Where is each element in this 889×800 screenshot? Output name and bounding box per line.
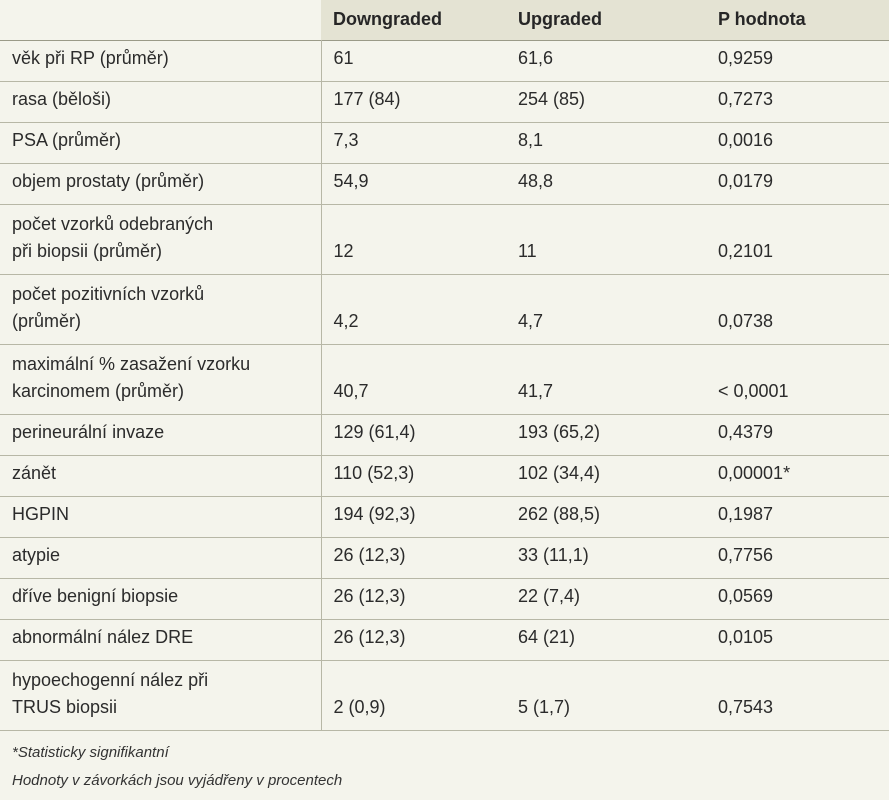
row-label: zánět [0, 454, 322, 496]
cell-upgraded: 64 (21) [506, 618, 706, 660]
row-label: maximální % zasažení vzorku karcinomem (p… [0, 343, 322, 414]
cell-upgraded: 41,7 [506, 343, 706, 414]
cell-p-value: 0,00001* [706, 454, 889, 496]
row-label: hypoechogenní nález při TRUS biopsii [0, 659, 322, 730]
row-label: věk při RP (průměr) [0, 39, 322, 81]
table-row: hypoechogenní nález při TRUS biopsii 2 (0… [0, 659, 889, 730]
cell-upgraded: 61,6 [506, 39, 706, 81]
row-label: HGPIN [0, 495, 322, 537]
cell-p-value: 0,7756 [706, 536, 889, 578]
row-label: abnormální nález DRE [0, 618, 322, 660]
row-label: rasa (běloši) [0, 80, 322, 122]
cell-upgraded: 8,1 [506, 121, 706, 163]
cell-p-value: 0,0016 [706, 121, 889, 163]
table-row: abnormální nález DRE 26 (12,3) 64 (21) 0… [0, 618, 889, 660]
footnote-significance: *Statisticky signifikantní [12, 744, 169, 761]
table-row: HGPIN 194 (92,3) 262 (88,5) 0,1987 [0, 495, 889, 537]
cell-upgraded: 254 (85) [506, 80, 706, 122]
header-blank-cell [0, 0, 321, 40]
row-label: atypie [0, 536, 322, 578]
table-row: věk při RP (průměr) 61 61,6 0,9259 [0, 39, 889, 81]
cell-p-value: 0,2101 [706, 203, 889, 274]
cell-upgraded: 48,8 [506, 162, 706, 204]
footnote-percent-note: Hodnoty v závorkách jsou vyjádřeny v pro… [12, 772, 343, 789]
cell-upgraded: 33 (11,1) [506, 536, 706, 578]
row-label: perineurální invaze [0, 413, 322, 455]
cell-downgraded: 61 [321, 39, 506, 81]
cell-p-value: 0,0738 [706, 273, 889, 344]
table-body: věk při RP (průměr) 61 61,6 0,9259 rasa … [0, 39, 889, 730]
row-label-line-2: karcinomem (průměr) [12, 380, 185, 401]
row-label-line-1: počet pozitivních vzorků [12, 283, 205, 304]
cell-upgraded: 4,7 [506, 273, 706, 344]
cell-p-value: 0,0105 [706, 618, 889, 660]
cell-p-value: 0,4379 [706, 413, 889, 455]
row-label-line-1: počet vzorků odebraných [12, 213, 214, 234]
comparison-table: Downgraded Upgraded P hodnota věk při RP… [0, 0, 889, 730]
row-label: dříve benigní biopsie [0, 577, 322, 619]
row-label: počet pozitivních vzorků (průměr) [0, 273, 322, 344]
table-footnotes: *Statisticky signifikantní Hodnoty v záv… [0, 730, 889, 795]
row-label-line-2: při biopsii (průměr) [12, 240, 163, 261]
cell-downgraded: 26 (12,3) [321, 536, 506, 578]
row-label-line-2: TRUS biopsii [12, 697, 118, 717]
row-label: PSA (průměr) [0, 121, 322, 163]
cell-downgraded: 177 (84) [321, 80, 506, 122]
cell-upgraded: 193 (65,2) [506, 413, 706, 455]
cell-upgraded: 5 (1,7) [506, 659, 706, 730]
cell-p-value: 0,0569 [706, 577, 889, 619]
cell-upgraded: 262 (88,5) [506, 495, 706, 537]
table-row: atypie 26 (12,3) 33 (11,1) 0,7756 [0, 536, 889, 578]
row-label: počet vzorků odebraných při biopsii (prům… [0, 203, 322, 274]
table-row: zánět 110 (52,3) 102 (34,4) 0,00001* [0, 454, 889, 496]
table-row: počet pozitivních vzorků (průměr) 4,2 4,7… [0, 273, 889, 344]
table-row: počet vzorků odebraných při biopsii (prům… [0, 203, 889, 274]
cell-p-value: 0,1987 [706, 495, 889, 537]
cell-downgraded: 194 (92,3) [321, 495, 506, 537]
cell-downgraded: 110 (52,3) [321, 454, 506, 496]
row-label-line-2: (průměr) [12, 310, 82, 331]
cell-p-value: 0,0179 [706, 162, 889, 204]
row-label-line-1: maximální % zasažení vzorku [12, 353, 251, 374]
cell-downgraded: 2 (0,9) [321, 659, 506, 730]
cell-downgraded: 26 (12,3) [321, 577, 506, 619]
cell-upgraded: 22 (7,4) [506, 577, 706, 619]
table-row: PSA (průměr) 7,3 8,1 0,0016 [0, 121, 889, 163]
table-header: Downgraded Upgraded P hodnota [0, 0, 889, 40]
cell-downgraded: 12 [321, 203, 506, 274]
cell-downgraded: 7,3 [321, 121, 506, 163]
row-label: objem prostaty (průměr) [0, 162, 322, 204]
cell-p-value: 0,7543 [706, 659, 889, 730]
table-row: objem prostaty (průměr) 54,9 48,8 0,0179 [0, 162, 889, 204]
header-downgraded: Downgraded [333, 9, 443, 30]
cell-p-value: < 0,0001 [706, 343, 889, 414]
header-upgraded: Upgraded [518, 9, 603, 30]
cell-p-value: 0,9259 [706, 39, 889, 81]
table-row: maximální % zasažení vzorku karcinomem (p… [0, 343, 889, 414]
cell-upgraded: 102 (34,4) [506, 454, 706, 496]
cell-upgraded: 11 [506, 203, 706, 274]
cell-downgraded: 40,7 [321, 343, 506, 414]
cell-downgraded: 129 (61,4) [321, 413, 506, 455]
header-p-value: P hodnota [718, 9, 806, 30]
cell-p-value: 0,7273 [706, 80, 889, 122]
cell-downgraded: 4,2 [321, 273, 506, 344]
cell-downgraded: 54,9 [321, 162, 506, 204]
row-label-line-1: hypoechogenní nález při [12, 670, 209, 690]
cell-downgraded: 26 (12,3) [321, 618, 506, 660]
table-row: perineurální invaze 129 (61,4) 193 (65,2… [0, 413, 889, 455]
table-row: rasa (běloši) 177 (84) 254 (85) 0,7273 [0, 80, 889, 122]
table-row: dříve benigní biopsie 26 (12,3) 22 (7,4)… [0, 577, 889, 619]
